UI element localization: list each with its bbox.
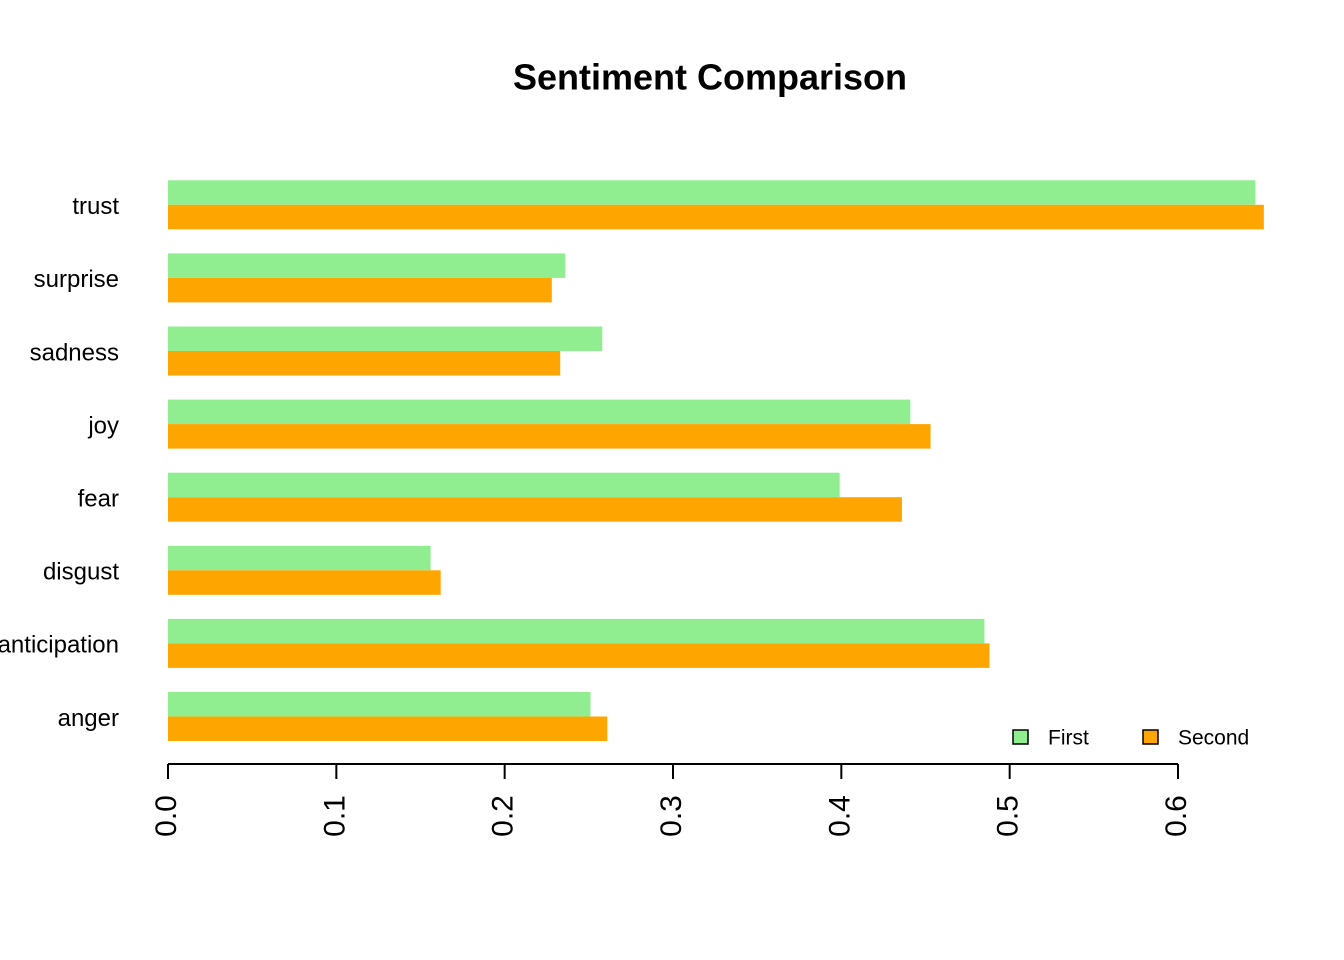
- legend-swatch: [1012, 729, 1029, 745]
- x-tick-label: 0.3: [655, 795, 688, 837]
- y-tick-label: fear: [78, 486, 119, 513]
- legend-label: Second: [1178, 727, 1249, 750]
- bar: [168, 424, 931, 449]
- x-tick-label: 0.6: [1160, 795, 1193, 837]
- x-tick-label: 0.1: [318, 795, 351, 837]
- bar: [168, 180, 1256, 205]
- bar: [168, 570, 441, 595]
- y-tick-label: disgust: [43, 559, 119, 586]
- y-tick-label: anger: [58, 705, 119, 732]
- bar: [168, 716, 608, 741]
- bar: [168, 545, 431, 571]
- bar: [168, 497, 902, 522]
- y-tick-label: joy: [87, 412, 119, 439]
- bar: [168, 692, 591, 717]
- y-tick-label: trust: [72, 193, 119, 220]
- x-tick-label: 0.4: [823, 795, 856, 837]
- x-tick-label: 0.2: [487, 795, 520, 837]
- x-tick-label: 0.0: [150, 795, 183, 837]
- bar: [168, 326, 603, 351]
- bar: [168, 253, 566, 278]
- y-tick-label: sadness: [30, 339, 119, 366]
- legend-swatch: [1142, 729, 1159, 745]
- bar: [168, 351, 561, 376]
- bar: [168, 277, 552, 303]
- bar: [168, 399, 911, 425]
- y-tick-label: surprise: [34, 266, 119, 293]
- x-tick-label: 0.5: [992, 795, 1025, 837]
- bar: [168, 643, 990, 668]
- legend-label: First: [1048, 727, 1089, 750]
- bar: [168, 204, 1264, 230]
- y-tick-label: anticipation: [0, 632, 119, 659]
- chart-title: Sentiment Comparison: [513, 57, 907, 98]
- bar: [168, 472, 840, 498]
- bar: [168, 618, 985, 644]
